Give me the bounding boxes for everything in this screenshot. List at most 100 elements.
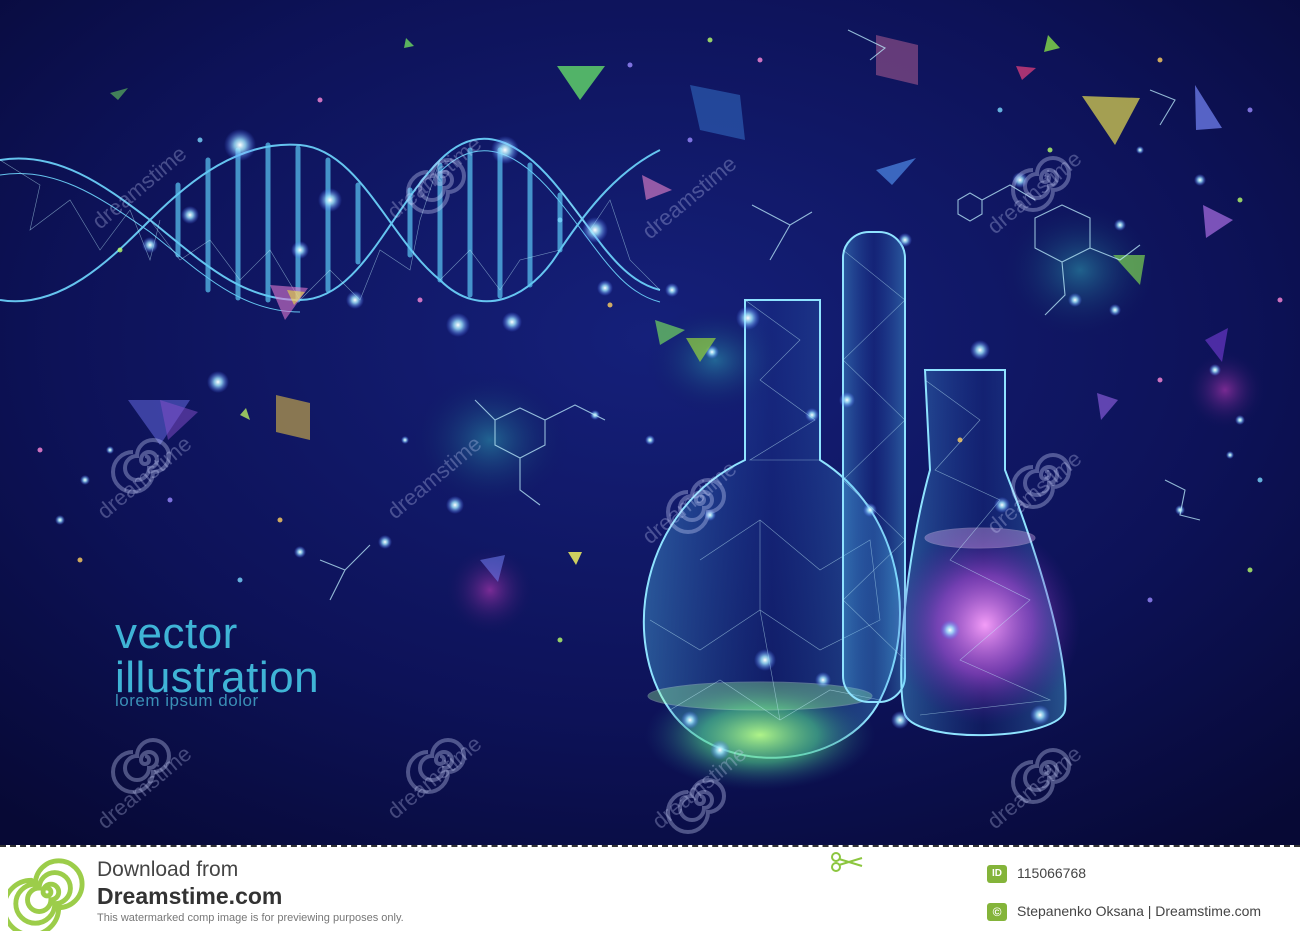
star-dot bbox=[997, 107, 1003, 113]
sparkle bbox=[224, 129, 256, 161]
sparkle bbox=[681, 711, 699, 729]
sparkle bbox=[805, 408, 819, 422]
sparkle bbox=[704, 509, 716, 521]
preview-notice: This watermarked comp image is for previ… bbox=[97, 912, 404, 924]
download-from-label: Download from bbox=[97, 858, 239, 881]
star-dot bbox=[77, 557, 83, 563]
sparkle bbox=[491, 136, 519, 164]
scissors-icon bbox=[831, 852, 863, 872]
sparkle bbox=[55, 515, 65, 525]
star-dot bbox=[317, 97, 323, 103]
sparkle bbox=[1175, 505, 1185, 515]
sparkle bbox=[940, 620, 960, 640]
star-dot bbox=[277, 517, 283, 523]
dreamstime-logo-icon bbox=[8, 858, 85, 931]
headline-subtitle: lorem ipsum dolor bbox=[115, 691, 259, 710]
sparkle bbox=[736, 306, 760, 330]
watermark-spiral-icon bbox=[406, 158, 466, 214]
sparkle bbox=[207, 371, 229, 393]
star-dot bbox=[557, 637, 563, 643]
sparkle bbox=[80, 475, 90, 485]
sparkle bbox=[815, 672, 831, 688]
sparkle-group bbox=[37, 37, 1283, 760]
star-dot bbox=[607, 302, 613, 308]
sparkle bbox=[710, 740, 730, 760]
watermark-spirals bbox=[111, 156, 1071, 834]
watermark-spiral-icon bbox=[111, 738, 171, 794]
conical-flask bbox=[890, 369, 1080, 737]
star-dot bbox=[117, 247, 123, 253]
sparkle bbox=[1114, 219, 1126, 231]
sparkle bbox=[582, 217, 608, 243]
dna-flask-illustration: dreamstime dreamstime dreamstime dreamstime… bbox=[0, 0, 1300, 845]
sparkle bbox=[898, 233, 912, 247]
sparkle bbox=[401, 436, 409, 444]
star-dot bbox=[1237, 197, 1243, 203]
star-dot bbox=[1247, 107, 1253, 113]
watermark-spiral-icon bbox=[1011, 453, 1071, 509]
sparkle bbox=[446, 496, 464, 514]
sparkle bbox=[1235, 415, 1245, 425]
test-tube bbox=[842, 231, 906, 703]
sparkle bbox=[1209, 364, 1221, 376]
sparkle bbox=[891, 711, 909, 729]
sparkle bbox=[294, 546, 306, 558]
star-dot bbox=[557, 217, 563, 223]
star-dot bbox=[957, 437, 963, 443]
sparkle bbox=[1030, 705, 1050, 725]
sparkle bbox=[863, 503, 877, 517]
sparkle bbox=[1136, 146, 1144, 154]
sparkle bbox=[318, 188, 342, 212]
star-dot bbox=[197, 137, 203, 143]
star-dot bbox=[1257, 477, 1263, 483]
star-dot bbox=[1157, 57, 1163, 63]
star-dot bbox=[1147, 597, 1153, 603]
copyright-badge: © bbox=[987, 903, 1007, 921]
sparkle bbox=[446, 313, 470, 337]
sparkle bbox=[970, 340, 990, 360]
watermark-spiral-icon bbox=[666, 778, 726, 834]
watermark-spiral-icon bbox=[666, 478, 726, 534]
sparkle bbox=[597, 280, 613, 296]
sparkle bbox=[1068, 293, 1082, 307]
star-dot bbox=[417, 297, 423, 303]
site-link[interactable]: Dreamstime.com bbox=[97, 883, 283, 909]
star-dot bbox=[1247, 567, 1253, 573]
star-dot bbox=[237, 577, 243, 583]
star-dot bbox=[687, 137, 693, 143]
sparkle bbox=[106, 446, 114, 454]
sparkle bbox=[1226, 451, 1234, 459]
headline-vector: vector bbox=[115, 609, 238, 658]
watermark-spiral-icon bbox=[1011, 156, 1071, 212]
headline-illustration: illustration bbox=[115, 653, 320, 702]
star-dot bbox=[627, 62, 633, 68]
star-dot bbox=[757, 57, 763, 63]
star-dot bbox=[707, 37, 713, 43]
sparkle bbox=[378, 535, 392, 549]
star-dot bbox=[167, 497, 173, 503]
id-badge: ID bbox=[987, 865, 1007, 883]
sparkle bbox=[645, 435, 655, 445]
sparkle bbox=[994, 497, 1010, 513]
sparkle bbox=[181, 206, 199, 224]
watermark-spiral-icon bbox=[406, 738, 466, 794]
sparkle bbox=[665, 283, 679, 297]
sparkle bbox=[502, 312, 522, 332]
watermark-spiral-icon bbox=[111, 438, 171, 494]
star-dot bbox=[1157, 377, 1163, 383]
sparkle bbox=[142, 237, 158, 253]
author-credit: Stepanenko Oksana | Dreamstime.com bbox=[1017, 903, 1262, 919]
image-id: 115066768 bbox=[1017, 865, 1087, 881]
star-dot bbox=[37, 447, 43, 453]
star-dot bbox=[1047, 147, 1053, 153]
sparkle bbox=[1109, 304, 1121, 316]
sparkle bbox=[1012, 172, 1028, 188]
round-flask bbox=[642, 299, 901, 790]
download-footer: Download from Dreamstime.com This waterm… bbox=[0, 845, 1300, 935]
sparkle bbox=[839, 392, 855, 408]
sparkle bbox=[754, 649, 776, 671]
watermark-spiral-icon bbox=[1011, 748, 1071, 804]
sparkle bbox=[291, 241, 309, 259]
sparkle bbox=[1194, 174, 1206, 186]
